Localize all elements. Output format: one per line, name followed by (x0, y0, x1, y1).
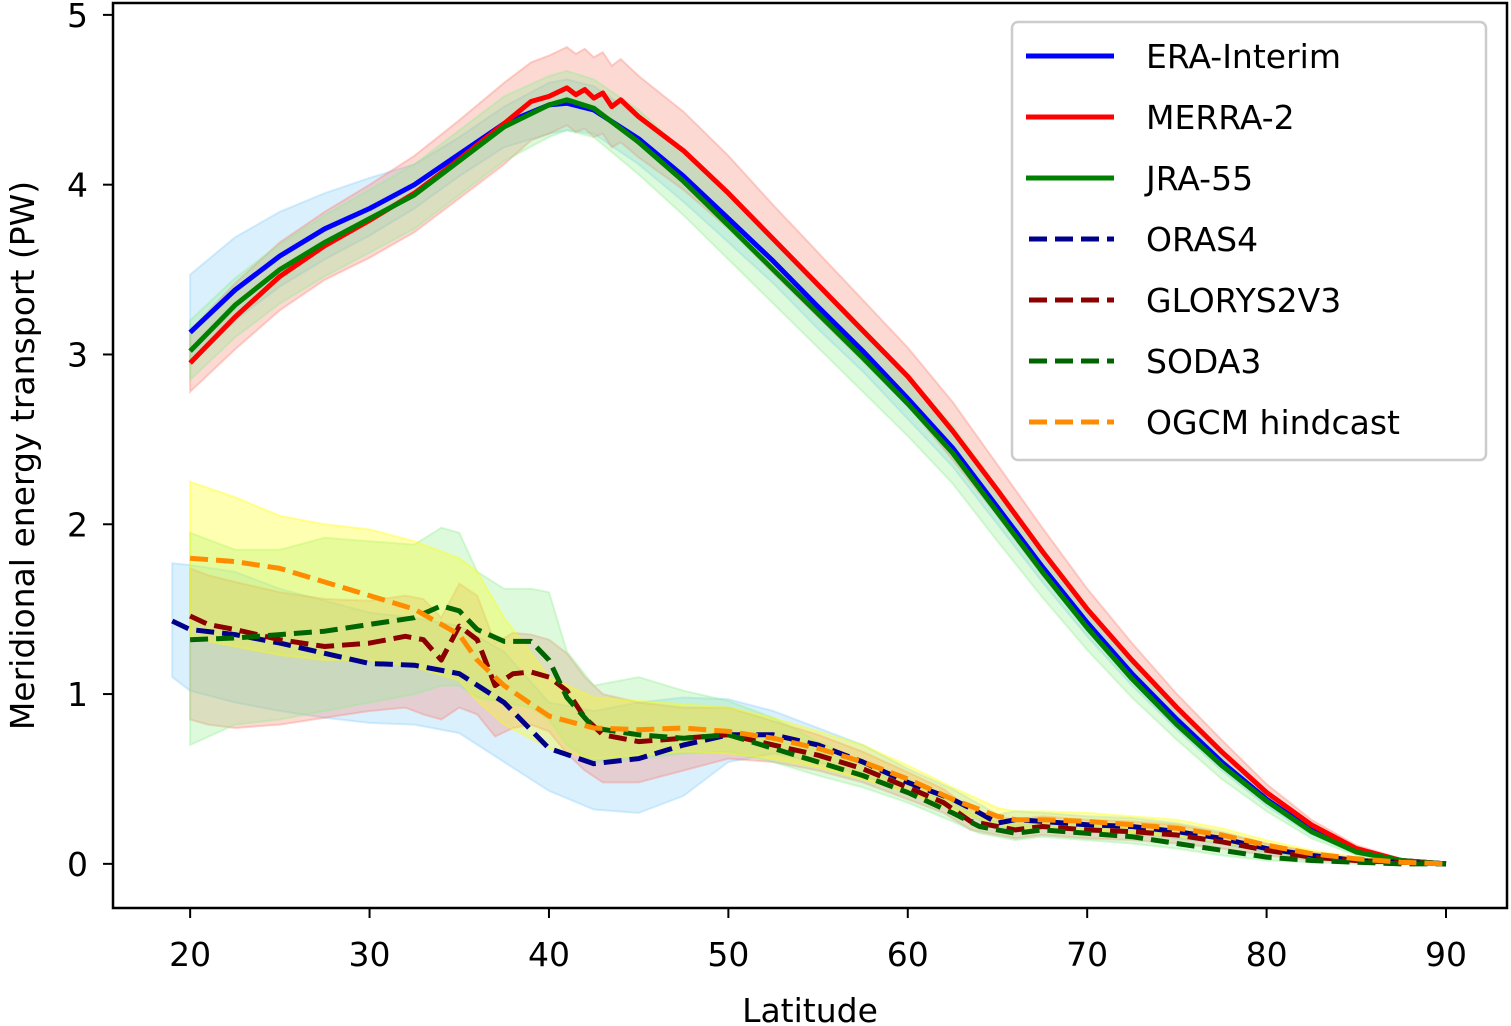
legend-item-soda3: SODA3 (1029, 342, 1261, 381)
x-tick-label: 60 (887, 935, 929, 974)
y-tick-label: 4 (67, 166, 88, 205)
legend-box (1010, 20, 1488, 462)
legend-item-era-interim: ERA-Interim (1026, 37, 1341, 76)
x-axis: 20 30 40 50 60 70 80 90 (169, 908, 1467, 974)
y-tick-label: 0 (67, 845, 88, 884)
line-oras4 (171, 618, 1447, 867)
legend-item-oras4: ORAS4 (1029, 220, 1258, 259)
x-axis-label: Latitude (742, 991, 878, 1026)
y-axis-label: Meridional energy transport (PW) (3, 181, 42, 730)
y-tick-label: 3 (67, 335, 88, 374)
line-soda3 (190, 603, 1446, 867)
legend-item-glorys2v3: GLORYS2V3 (1029, 281, 1341, 320)
y-tick-label: 2 (67, 505, 88, 544)
x-tick-label: 80 (1246, 935, 1288, 974)
x-tick-label: 50 (707, 935, 749, 974)
x-tick-label: 40 (528, 935, 570, 974)
x-tick-label: 90 (1425, 935, 1467, 974)
y-tick-label: 5 (67, 0, 88, 35)
y-tick-label: 1 (67, 675, 88, 714)
line-glorys2v3 (189, 613, 1447, 867)
legend-label: GLORYS2V3 (1146, 281, 1341, 320)
x-tick-label: 30 (349, 935, 391, 974)
y-axis: 0 1 2 3 4 5 (67, 0, 113, 884)
legend-label: OGCM hindcast (1146, 403, 1400, 442)
plot-frame (111, 1, 1509, 910)
legend-label: MERRA-2 (1146, 98, 1295, 137)
legend-label: ERA-Interim (1146, 37, 1341, 76)
x-tick-label: 70 (1066, 935, 1108, 974)
legend-item-ogcm-hindcast: OGCM hindcast (1029, 403, 1400, 442)
legend: ERA-Interim MERRA-2 JRA-55 ORAS4 GLORYS2V3 SO… (1010, 20, 1488, 462)
line-jra-55 (188, 97, 1447, 867)
series-lines (171, 85, 1447, 867)
line-ogcm-hindcast (189, 555, 1447, 867)
legend-item-jra-55: JRA-55 (1026, 159, 1253, 198)
legend-label: ORAS4 (1146, 220, 1258, 259)
legend-label: SODA3 (1146, 342, 1261, 381)
legend-label: JRA-55 (1144, 159, 1253, 198)
x-tick-label: 20 (169, 935, 211, 974)
legend-item-merra-2: MERRA-2 (1026, 98, 1295, 137)
